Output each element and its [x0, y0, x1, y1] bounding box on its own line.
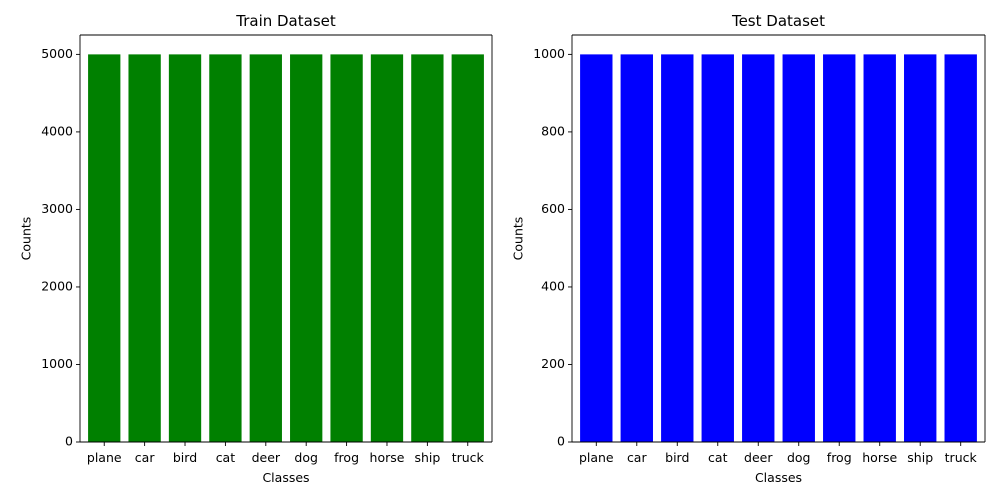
- y-tick-label: 1000: [41, 356, 73, 371]
- bar-dog: [290, 54, 323, 442]
- bar-plane: [88, 54, 121, 442]
- x-tick-label: cat: [708, 450, 728, 465]
- bar-ship: [411, 54, 444, 442]
- x-tick-label: truck: [945, 450, 978, 465]
- y-tick-label: 3000: [41, 201, 73, 216]
- bar-horse: [863, 54, 896, 442]
- x-tick-label: ship: [414, 450, 440, 465]
- y-tick-label: 4000: [41, 123, 73, 138]
- y-tick-label: 2000: [41, 278, 73, 293]
- bar-plane: [580, 54, 613, 442]
- x-axis-label: Classes: [262, 470, 309, 485]
- chart-title: Test Dataset: [731, 12, 825, 30]
- bar-bird: [661, 54, 694, 442]
- x-tick-label: deer: [744, 450, 773, 465]
- bar-horse: [370, 54, 404, 442]
- x-tick-label: deer: [252, 450, 281, 465]
- y-tick-label: 0: [557, 434, 565, 449]
- x-tick-label: dog: [294, 450, 318, 465]
- x-tick-label: frog: [827, 450, 852, 465]
- y-axis-label: Counts: [511, 217, 526, 261]
- x-tick-label: plane: [579, 450, 614, 465]
- y-tick-label: 1000: [533, 46, 565, 61]
- y-tick-label: 200: [541, 356, 565, 371]
- x-tick-label: horse: [862, 450, 897, 465]
- bar-frog: [330, 54, 363, 442]
- y-tick-label: 5000: [41, 46, 73, 61]
- y-tick-label: 800: [541, 123, 565, 138]
- x-tick-label: truck: [452, 450, 485, 465]
- y-tick-label: 0: [65, 434, 73, 449]
- chart-title: Train Dataset: [235, 12, 336, 30]
- x-tick-label: cat: [216, 450, 236, 465]
- x-tick-label: frog: [334, 450, 359, 465]
- test-chart: Test Dataset Classes Counts 0 200 400 600 80…: [511, 12, 986, 485]
- x-tick-label: bird: [173, 450, 197, 465]
- bar-dog: [782, 54, 815, 442]
- bar-deer: [249, 54, 282, 442]
- bar-bird: [168, 54, 202, 442]
- bar-ship: [904, 54, 937, 442]
- x-tick-label: plane: [87, 450, 122, 465]
- x-tick-label: car: [135, 450, 156, 465]
- bar-car: [128, 54, 161, 442]
- bar-frog: [823, 54, 856, 442]
- train-chart: Train Dataset Classes Counts 0 1000 2000 30…: [19, 12, 493, 485]
- x-tick-label: bird: [665, 450, 689, 465]
- bar-truck: [944, 54, 977, 442]
- x-tick-label: horse: [370, 450, 405, 465]
- bar-truck: [451, 54, 484, 442]
- x-tick-label: dog: [787, 450, 811, 465]
- y-tick-label: 400: [541, 278, 565, 293]
- x-axis-label: Classes: [755, 470, 802, 485]
- bar-cat: [701, 54, 734, 442]
- x-tick-label: car: [627, 450, 648, 465]
- bar-car: [620, 54, 653, 442]
- bar-deer: [742, 54, 775, 442]
- y-tick-label: 600: [541, 201, 565, 216]
- x-tick-label: ship: [907, 450, 933, 465]
- bar-cat: [209, 54, 242, 442]
- y-axis-label: Counts: [19, 217, 34, 261]
